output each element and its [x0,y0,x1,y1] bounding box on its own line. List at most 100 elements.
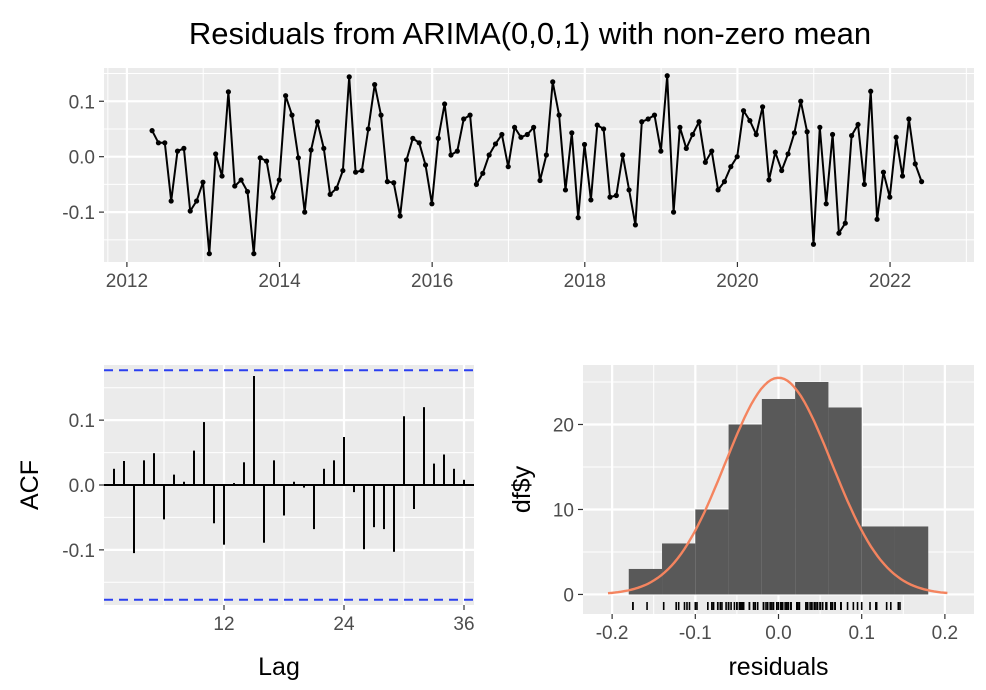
series-point [232,183,238,189]
series-point [594,122,600,128]
series-point [251,251,257,257]
series-point [760,104,766,110]
series-point [365,126,371,132]
x-tick-label: 0.2 [932,623,958,644]
series-point [174,148,181,154]
series-point [346,74,352,80]
series-point [543,152,549,158]
series-point [651,112,658,118]
series-point [715,187,721,193]
y-tick-label: 0 [563,585,574,606]
series-point [263,158,270,164]
series-point [499,131,505,138]
x-tick-label: 2016 [411,271,453,292]
series-point [798,98,804,104]
series-point [868,88,874,94]
series-point [168,198,174,204]
series-point [314,119,321,125]
x-tick-label: 24 [333,614,355,635]
series-point [435,135,441,141]
series-point [340,167,346,174]
histogram-panel: -0.2 -0.1 0.0 0.1 0.2 0 10 20 residuals df$y [508,365,974,681]
series-point [283,93,289,99]
series-point [791,130,798,136]
series-point [308,147,314,153]
series-point [874,216,880,222]
histogram-bar [628,568,663,595]
series-point [333,185,340,191]
series-point [442,101,448,107]
series-point [149,128,155,134]
x-tick-label: -0.1 [679,623,712,644]
series-point [225,89,231,95]
series-point [740,108,747,114]
series-point [238,177,244,183]
series-point [696,119,702,125]
series-point [613,192,619,199]
series-point [912,161,918,167]
series-point [524,131,530,138]
x-tick-label: 36 [453,614,474,635]
series-point [779,167,785,174]
series-point [531,124,537,130]
series-point [276,177,282,183]
histogram-bar [695,509,729,595]
series-point [193,198,200,204]
x-tick-label: 0.0 [765,623,791,644]
series-point [410,135,416,141]
series-point [352,169,359,175]
x-axis-label: residuals [728,653,828,681]
x-axis-label: Lag [258,653,300,681]
series-point [429,201,435,207]
series-point [378,112,384,118]
series-point [467,112,473,118]
series-point [581,141,588,148]
acf-panel: 12 24 36 -0.1 0.0 0.1 Lag ACF [16,365,475,681]
y-tick-label: 0.1 [69,411,95,432]
x-tick-label: 2022 [869,271,911,292]
series-point [454,148,460,154]
series-point [810,241,817,247]
x-tick-label: 0.1 [848,623,874,644]
series-point [664,73,670,79]
series-point [842,220,848,226]
series-point [632,222,639,228]
series-point [200,179,206,185]
histogram-bar [728,424,762,595]
series-point [893,134,899,140]
series-point [327,191,333,197]
series-point [511,124,518,130]
series-point [403,157,410,163]
figure-title: Residuals from ARIMA(0,0,1) with non-zer… [189,16,871,51]
x-tick-label: -0.2 [596,623,629,644]
series-point [219,173,225,179]
series-point [804,129,810,135]
series-point [855,121,861,128]
series-point [473,181,480,187]
series-point [295,155,301,161]
series-point [550,79,556,85]
series-point [702,159,708,165]
series-point [270,194,276,200]
series-point [861,181,867,187]
series-point [384,179,390,185]
series-point [887,194,893,200]
series-line [151,75,923,254]
series-point [639,119,645,125]
series-point [747,118,753,124]
series-point [601,126,607,132]
series-point [486,152,492,158]
y-tick-label: 10 [553,500,574,521]
series-point [880,169,887,175]
histogram-bar [894,526,929,595]
series-point [607,194,613,200]
series-point [257,155,263,161]
series-point [206,251,212,257]
y-axis-label: ACF [16,460,44,510]
residual-series-panel: 2012 2014 2016 2018 2020 2022 -0.1 0.0 0.1 [62,68,974,292]
series-point [849,133,855,139]
series-point [359,167,365,174]
series-point [817,124,823,130]
x-tick-label: 2014 [258,271,301,292]
series-point [187,208,193,214]
